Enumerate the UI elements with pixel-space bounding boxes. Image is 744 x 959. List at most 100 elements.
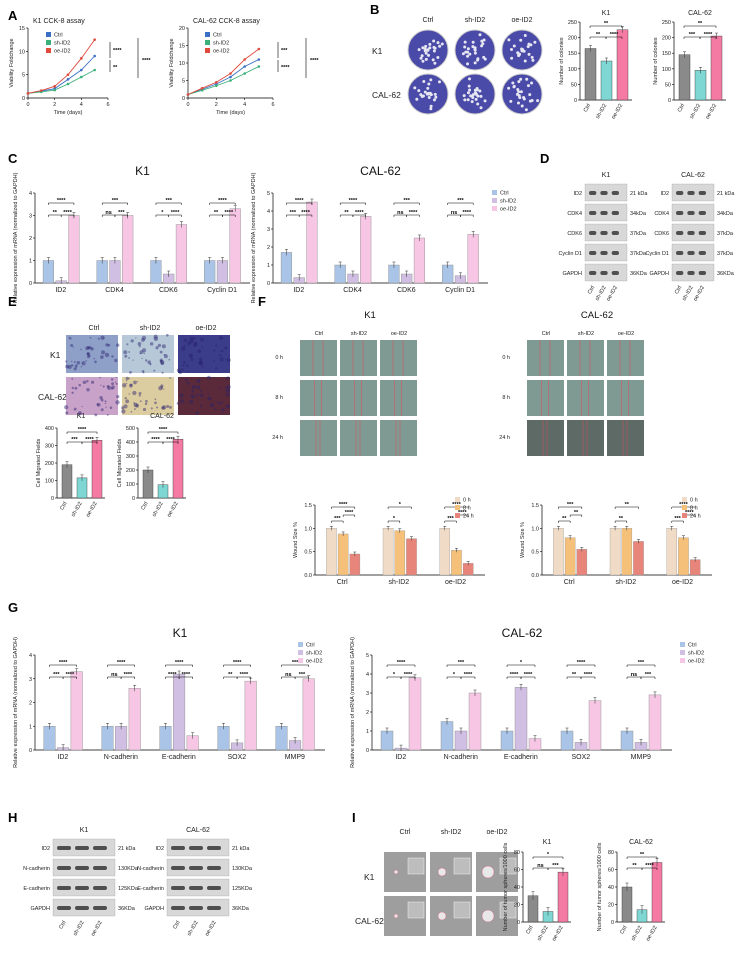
x-tick-label: Ctrl [525,925,534,935]
y-tick-label: 3 [29,214,32,220]
wound-image [340,380,377,416]
bar [68,215,80,284]
colony-dot [519,38,523,42]
cell-dot [114,358,118,363]
x-tick-label: 2 [53,102,56,108]
cell-dot [136,380,138,383]
sig-label: *** [290,210,297,216]
cell-dot [141,335,147,341]
blot-size-label: 21 kDa [717,191,735,197]
cell-dot [71,360,73,362]
cell-dot [154,401,157,405]
bar [451,550,462,576]
y-tick-label: 4 [366,672,369,678]
data-point [243,72,246,75]
blot-size-label: 37kDa [717,251,734,257]
colony-dot [429,104,433,108]
blot-band [75,906,89,910]
x-tick-label: oe-ID2 [551,925,564,942]
y-tick-label: 0 [517,920,520,926]
sig-label: *** [281,48,288,54]
wound-image [300,380,337,416]
colony-dot [417,89,421,93]
colony-dot [426,92,430,96]
cell-dot [159,358,163,362]
cell-dot [199,404,203,407]
legend-swatch [298,642,303,647]
cell-dot [215,367,218,370]
blot-row-label: GAPDH [562,271,582,277]
cell-dot [139,350,144,355]
cell-dot [139,352,142,355]
cell-dot [157,343,162,348]
panel-label-E: E [8,294,17,309]
sig-label: **** [310,58,319,64]
chart-axes: 0 5 10 15 Viability Foldchange [9,26,108,102]
legend-swatch [680,650,685,655]
cell-dot [100,398,104,402]
bar [175,224,188,284]
cell-dot [124,354,128,358]
data-point [93,38,96,41]
cell-dot [88,346,92,350]
cell-dot [115,382,118,385]
sig-label: **** [142,58,151,64]
bar [678,54,691,101]
blot-size-label: 125KDa [232,886,253,892]
legend-swatch [46,48,51,53]
cell-dot [196,393,200,397]
cell-dot [105,343,109,347]
series-line [187,66,260,95]
cell-dot [106,385,110,388]
blot-band [75,866,89,870]
sig-label: *** [165,198,172,204]
x-tick-label: oe-ID2 [672,579,693,586]
y-axis-label: Relative expression of mRNA (normalized … [13,172,19,303]
y-tick-label: 4 [267,209,270,215]
colony-dot [463,45,467,49]
cell-dot [81,361,86,366]
sig-label: ** [619,516,624,522]
bar [694,70,707,101]
x-tick-label: oe-ID2 [445,579,466,586]
cell-dot [160,384,164,388]
y-tick-label: 50 [665,82,671,88]
cell-dot [220,349,224,353]
cell-dot [125,399,130,404]
cell-dot [72,346,74,348]
cell-dot [190,394,195,399]
colony-dot [516,101,520,105]
x-tick-label: ID2 [57,754,68,761]
cell-dot [137,342,142,346]
column-header: sh-ID2 [441,829,462,836]
sig-label: **** [225,210,234,216]
sig-label: *** [638,660,645,666]
blot-size-label: 37kDa [630,231,647,237]
x-tick-label: ID2 [395,754,406,761]
colony-chart-0: K1 0 50 100 150 200 250 Number of colonies Ctrl s… [559,10,632,120]
grouped-chart-C1: CAL-62 0 1 2 3 4 5 Relative expression of mRNA … [251,164,488,303]
blot-title: CAL-62 [681,172,705,179]
legend-entry: sh-ID2 [213,41,229,47]
colony-dot [528,93,532,97]
chart-title: K1 [602,10,611,17]
legend-swatch [46,32,51,37]
y-tick-label: 400 [45,426,54,432]
sig-label: **** [577,660,586,666]
cell-dot [200,390,203,393]
colony-dot [463,98,467,102]
cell-dot [191,384,196,389]
cell-dot [87,346,91,349]
cell-dot [101,350,106,355]
cell-dot [87,355,91,359]
cell-dot [134,408,136,410]
bar [564,537,576,576]
sig-label: *** [457,198,464,204]
x-tick-label: sh-ID2 [151,501,164,518]
blot-band [687,271,695,275]
bar [109,260,121,284]
legend-entry: sh-ID2 [54,41,70,47]
